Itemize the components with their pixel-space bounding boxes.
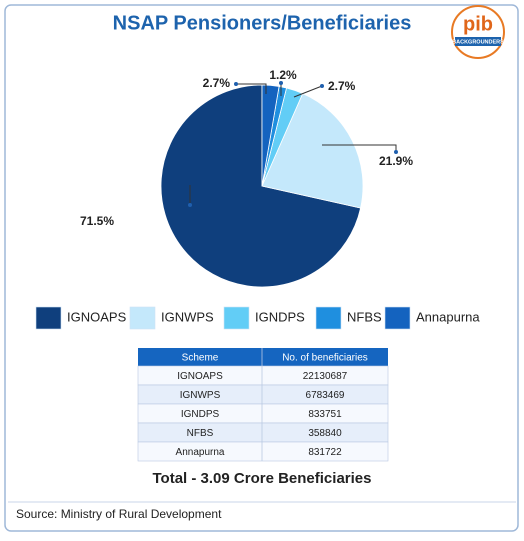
table-row-bg xyxy=(137,384,389,405)
legend-swatch xyxy=(129,306,156,330)
logo-band xyxy=(455,37,501,46)
table-header: No. of beneficiaries xyxy=(282,353,368,364)
leader-dot xyxy=(320,84,324,88)
table-row-bg xyxy=(137,365,389,386)
legend-label: IGNOAPS xyxy=(67,309,127,324)
pie: 71.5% 21.9% 2.7% 1.2% 2.7% xyxy=(80,68,413,288)
value-label: 21.9% xyxy=(379,154,413,168)
leader-dot xyxy=(234,82,238,86)
legend-label: NFBS xyxy=(347,309,382,324)
logo-name: pib xyxy=(463,13,493,35)
leader-line xyxy=(293,85,323,98)
legend-swatch xyxy=(223,306,250,330)
table-cell: 358840 xyxy=(308,428,342,439)
legend-label: IGNDPS xyxy=(255,309,305,324)
pie-slice xyxy=(261,93,364,209)
table-cell: Annapurna xyxy=(176,447,225,458)
value-label: 2.7% xyxy=(203,76,231,90)
value-label: 71.5% xyxy=(80,214,114,228)
table-cell: IGNOAPS xyxy=(177,371,223,382)
table-cell: IGNWPS xyxy=(180,390,221,401)
table-cell: 831722 xyxy=(308,447,342,458)
table-header-bg xyxy=(138,348,388,366)
legend-label: IGNWPS xyxy=(161,309,214,324)
legend-swatch xyxy=(315,306,342,330)
leader-dot xyxy=(188,203,192,207)
total: Total - 3.09 Crore Beneficiaries xyxy=(153,470,372,487)
legend-label: Annapurna xyxy=(416,309,480,324)
value-label: 2.7% xyxy=(328,79,356,93)
table-row-bg xyxy=(137,441,389,462)
logo-tagline: BACKGROUNDERS xyxy=(452,39,504,45)
leader-line xyxy=(322,144,397,152)
table-row-bg xyxy=(137,403,389,424)
leader-line xyxy=(236,83,267,94)
value-label: 1.2% xyxy=(269,68,297,82)
chart-title: NSAP Pensioners/Beneficiaries xyxy=(113,12,412,34)
logo: pib BACKGROUNDERS xyxy=(451,5,505,59)
table-cell: NFBS xyxy=(187,428,214,439)
table-header: Scheme xyxy=(182,353,219,364)
table-cell: 833751 xyxy=(308,409,342,420)
table-cell: 22130687 xyxy=(303,371,348,382)
legend-swatch xyxy=(35,306,62,330)
pie-slice xyxy=(261,84,280,187)
legend-swatch xyxy=(384,306,411,330)
table-cell: IGNDPS xyxy=(181,409,220,420)
table-cell: 6783469 xyxy=(306,390,345,401)
leader-dot xyxy=(394,150,398,154)
table: Scheme No. of beneficiaries IGNOAPS 2213068… xyxy=(137,348,389,462)
legend: IGNOAPS IGNWPS IGNDPS NFBS Annapurna xyxy=(35,306,480,330)
pie-slice xyxy=(160,84,362,288)
source: Source: Ministry of Rural Development xyxy=(16,507,222,521)
leader-dot xyxy=(279,81,283,85)
table-row-bg xyxy=(137,422,389,443)
